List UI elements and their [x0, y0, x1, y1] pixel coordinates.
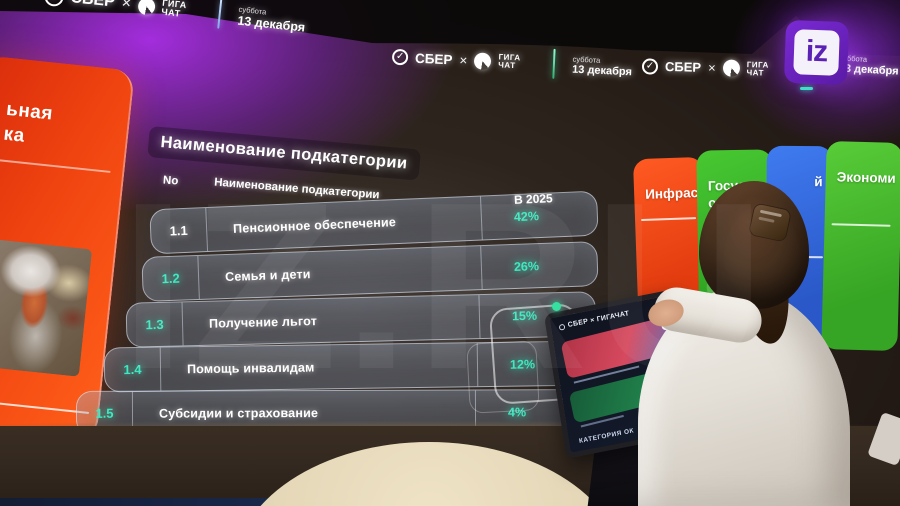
column-header-value: В 2025 [513, 191, 553, 207]
sber-wordmark: СБЕР [414, 50, 453, 67]
header-divider [217, 0, 223, 29]
card-underline [641, 217, 696, 222]
visitor-hair [699, 181, 809, 309]
projection-light [80, 140, 640, 460]
left-card-title: ьная ка [2, 98, 54, 147]
sber-check-icon [43, 0, 65, 7]
gigachat-wordmark: ГИГА ЧАТ [160, 0, 188, 19]
column-header-no: No [162, 174, 179, 188]
sber-wordmark: СБЕР [70, 0, 116, 12]
multiply-sign: × [707, 60, 716, 76]
iz-logo-text: iz [805, 34, 828, 68]
iz-teal-dash [800, 87, 813, 90]
sber-wordmark: СБЕР [664, 58, 702, 75]
wall-header-right: СБЕР × ГИГА ЧАТ [641, 57, 769, 78]
weekday-label: суббота [572, 54, 601, 65]
multiply-sign: × [120, 0, 132, 13]
row-number: 1.3 [126, 302, 184, 347]
sber-check-icon [641, 57, 659, 75]
row-name: Помощь инвалидам [186, 359, 315, 376]
row-value: 26% [480, 242, 598, 290]
row-name: Семья и дети [224, 266, 311, 284]
date-block: суббота 13 декабря [237, 4, 307, 34]
gigachat-logo-icon [137, 0, 156, 16]
category-card-economy: Экономи [821, 141, 900, 351]
sber-check-icon [558, 323, 566, 331]
iz-logo-inner: iz [793, 29, 840, 76]
wall-outline-panel [466, 340, 540, 414]
row-number: 1.4 [104, 347, 162, 392]
gigachat-logo-icon [722, 59, 740, 77]
gigachat-logo-icon [474, 51, 492, 70]
iz-logo: iz [783, 19, 850, 86]
kiosk-caption: КАТЕГОРИЯ ОК [578, 427, 635, 445]
gigachat-wordmark: ГИГА ЧАТ [746, 59, 769, 78]
row-number: 1.2 [142, 255, 200, 301]
card-underline [831, 223, 891, 227]
green-indicator-dot [552, 302, 561, 311]
header-divider [552, 48, 557, 79]
gigachat-wordmark: ГИГА ЧАТ [498, 52, 521, 71]
sber-check-icon [391, 48, 409, 66]
date-block: суббота 13 декабря [572, 54, 633, 78]
elderly-person-photo [0, 239, 93, 377]
multiply-sign: × [459, 52, 468, 68]
row-number: 1.1 [150, 208, 209, 254]
left-card-separator [0, 157, 111, 173]
row-name: Получение льгот [208, 313, 318, 331]
